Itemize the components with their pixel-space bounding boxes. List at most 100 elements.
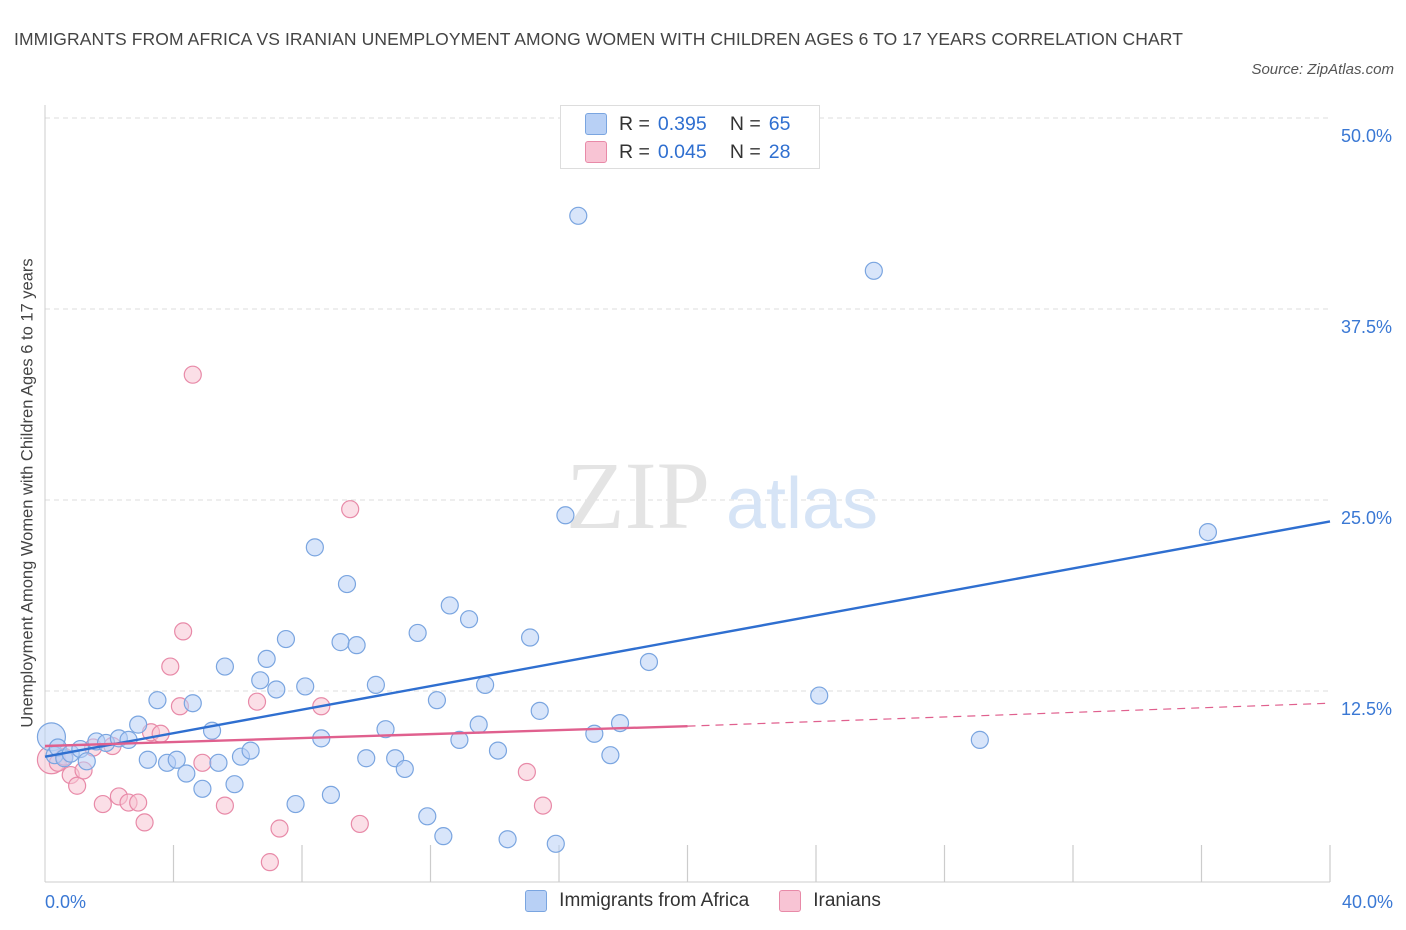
africa-point	[556, 506, 575, 525]
africa-point	[321, 785, 341, 805]
iranian-point	[161, 657, 180, 676]
legend-swatch-iranians	[585, 141, 607, 163]
africa-point	[215, 657, 234, 676]
africa-point	[305, 538, 324, 557]
legend-item-iranians[interactable]: Iranians	[779, 890, 881, 912]
africa-point	[530, 701, 549, 720]
africa-point	[357, 749, 376, 768]
africa-point	[267, 680, 286, 699]
iranian-point	[517, 762, 536, 782]
africa-point	[418, 807, 437, 826]
iranian-point	[193, 753, 212, 772]
legend-row-africa: R = 0.395 N = 65	[585, 111, 790, 137]
iranian-point	[93, 794, 112, 814]
y-tick-label: 25.0%	[1341, 508, 1392, 528]
legend-swatch-africa	[585, 113, 607, 135]
x-tick-labels: 0.0% 40.0%	[45, 892, 1393, 912]
iranian-point	[350, 814, 369, 834]
iranian-point	[260, 853, 279, 872]
iranian-point	[270, 819, 289, 838]
africa-point	[129, 715, 148, 734]
africa-point	[276, 629, 296, 649]
africa-point	[138, 750, 157, 769]
legend-row-iranians: R = 0.045 N = 28	[585, 139, 790, 165]
iranian-point	[183, 365, 202, 384]
iranian-point	[135, 813, 154, 832]
africa-point	[498, 830, 517, 849]
source-label: Source: ZipAtlas.com	[1251, 61, 1394, 78]
trend-lines	[44, 520, 1331, 758]
legend-n-label: N =	[729, 140, 761, 163]
africa-point	[970, 730, 989, 749]
legend-swatch-iranians	[779, 890, 802, 912]
africa-point	[251, 671, 270, 690]
iranian-trend-line	[44, 724, 688, 748]
africa-point	[148, 691, 167, 710]
africa-point	[520, 628, 540, 647]
legend-r-label: R =	[619, 112, 650, 135]
africa-point	[427, 691, 447, 710]
y-tick-label: 37.5%	[1341, 317, 1392, 337]
iranian-point	[247, 692, 267, 711]
legend-n-value: 65	[768, 112, 791, 135]
africa-point	[434, 827, 453, 846]
africa-point	[241, 741, 260, 760]
y-tick-label: 50.0%	[1341, 126, 1392, 146]
iranian-point	[129, 793, 148, 812]
legend-r-label: R =	[619, 140, 650, 163]
africa-point	[459, 610, 479, 629]
y-tick-label: 12.5%	[1341, 699, 1392, 719]
africa-point	[476, 675, 495, 694]
africa-point	[569, 206, 588, 225]
legend-swatch-africa	[525, 890, 548, 912]
africa-point	[450, 730, 469, 749]
legend-n-value: 28	[768, 140, 791, 163]
africa-point	[1198, 522, 1218, 542]
africa-point	[864, 261, 883, 280]
africa-point	[440, 596, 459, 615]
africa-point	[77, 752, 96, 771]
africa-point	[408, 623, 427, 643]
africa-point	[488, 741, 508, 760]
africa-point	[257, 649, 276, 669]
legend-label-africa: Immigrants from Africa	[559, 890, 750, 911]
africa-point	[183, 694, 202, 713]
africa-trend-line	[44, 520, 1331, 758]
africa-point	[296, 677, 315, 696]
iranian-trend-extension	[687, 702, 1331, 727]
correlation-legend: R = 0.395 N = 65 R = 0.045 N = 28	[560, 105, 820, 169]
legend-r-value: 0.395	[657, 112, 707, 135]
africa-point	[337, 574, 357, 594]
y-tick-labels: 12.5% 25.0% 37.5% 50.0%	[1341, 126, 1392, 719]
iranian-point	[68, 776, 87, 795]
africa-point	[225, 775, 244, 794]
watermark-zip: ZIP	[566, 442, 710, 549]
x-tick-label: 0.0%	[45, 892, 86, 912]
watermark: ZIP atlas	[566, 442, 878, 549]
africa-point	[331, 633, 350, 652]
grid-lines	[45, 117, 1330, 692]
africa-point	[546, 834, 565, 853]
africa-point	[395, 759, 414, 779]
iranian-point	[174, 622, 193, 641]
iranian-point	[533, 796, 553, 815]
iranian-point	[341, 500, 360, 519]
legend-label-iranians: Iranians	[813, 890, 881, 911]
africa-point	[177, 764, 196, 783]
watermark-atlas: atlas	[726, 464, 878, 544]
africa-point	[286, 794, 305, 814]
legend-r-value: 0.045	[657, 140, 707, 163]
africa-point	[376, 720, 395, 739]
legend-n-label: N =	[729, 112, 761, 135]
africa-point	[810, 686, 829, 705]
africa-point	[167, 750, 186, 769]
x-tick-label: 40.0%	[1342, 892, 1393, 912]
legend-item-africa[interactable]: Immigrants from Africa	[525, 890, 749, 912]
africa-point	[601, 746, 620, 765]
iranian-point	[215, 796, 234, 815]
africa-point	[366, 675, 385, 694]
africa-point	[469, 715, 488, 734]
chart-title: IMMIGRANTS FROM AFRICA VS IRANIAN UNEMPL…	[14, 29, 1183, 49]
africa-point	[639, 652, 659, 672]
